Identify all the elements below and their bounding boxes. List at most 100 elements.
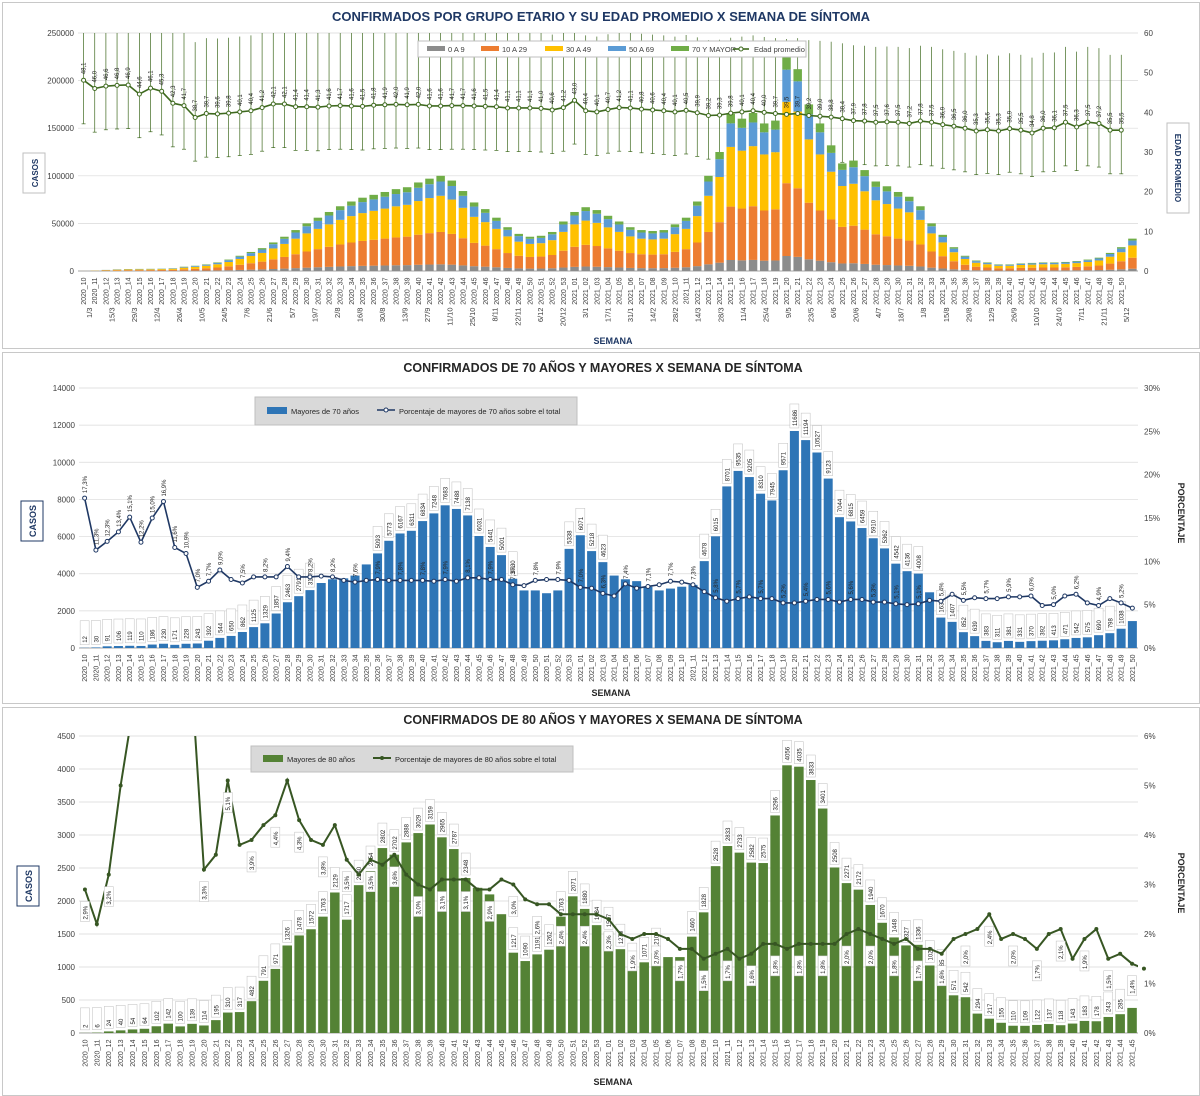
value-label: 6071 [579,516,585,530]
avg-age-point [304,104,310,110]
bar-segment-50-a-69 [983,262,992,265]
bar-80-plus [222,1012,233,1033]
value-label-box [782,740,792,763]
pct-70-plus-point [1129,605,1135,611]
pct-80-plus-point [856,927,861,932]
bar-segment-10-a-29 [1117,261,1126,270]
x-tick-label: 2021_40 [1070,1039,1077,1066]
bar-segment-50-a-69 [815,132,825,155]
bar-segment-30-a-49 [614,231,624,251]
bar-segment-50-a-69 [525,238,535,244]
legend-box [254,396,578,426]
pct-label-box [413,896,423,917]
bar-segment-30-a-49 [380,208,390,239]
bar-segment-30-a-49 [302,233,311,252]
avg-age-label: 41,9 [405,86,411,98]
x-tick-label: 2020_12 [106,1039,113,1066]
value-label-box [226,608,236,634]
x-tick-label: 2020_39 [409,654,416,681]
bar-segment-70-y-mayor [547,231,557,235]
bar-segment-0-a-9 [369,265,378,271]
bar-segment-10-a-29 [358,240,367,266]
pct-70-plus-point [206,578,212,584]
value-label: 3401 [821,790,827,804]
bar-70-plus [880,548,890,648]
value-label-box [80,1007,90,1031]
pct-label: 1,4% [1131,979,1137,993]
x-tick-label: 2020_21 [204,277,211,304]
y2-tick-label: 6% [1144,732,1156,741]
pct-80-plus-line [84,736,1138,968]
avg-age-label: 35,5 [1119,112,1125,124]
bar-segment-30-a-49 [369,210,378,240]
x-tick-label: 2021_41 [1018,277,1025,304]
value-label-box [770,790,780,813]
y-axis-title-box [16,865,40,907]
pct-70-plus-point [915,601,921,607]
x-tick-label: 2020_49 [522,654,529,681]
x-date-label: 28/2 [671,308,680,323]
avg-age-point [270,101,276,107]
avg-age-label: 41,2 [617,89,623,101]
value-label-box [330,867,340,890]
avg-age-point [438,103,444,109]
pct-label: 2,1% [1059,945,1065,959]
value-label-box [544,924,554,947]
bar-segment-50-a-69 [938,236,947,243]
avg-age-label: 41,5 [361,88,367,100]
bar-segment-0-a-9 [826,262,836,271]
bar-segment-30-a-49 [815,154,825,211]
bar-80-plus [508,952,519,1033]
value-label: 122 [1035,1009,1041,1020]
value-label-box [829,842,840,865]
x-date-label: 11/10 [446,308,455,326]
pct-label: 1,7% [1035,965,1041,979]
bar-70-plus [699,561,709,648]
bar-segment-70-y-mayor [570,211,579,216]
y2-tick-label: 15% [1144,514,1160,523]
pct-label: 2,0% [1012,950,1018,964]
bar-segment-10-a-29 [280,256,289,269]
bar-segment-0-a-9 [536,268,546,271]
pct-label-box [960,945,971,967]
bar-segment-10-a-29 [815,210,825,261]
bar-segment-30-a-49 [257,252,267,262]
avg-age-point [929,119,935,125]
bar-80-plus [460,878,471,1033]
pct-80-plus-point [999,936,1004,941]
x-tick-label: 2020_41 [431,654,438,681]
x-date-label: 9/5 [784,308,793,318]
y-tick-label: 1000 [57,963,75,972]
bar-segment-30-a-49 [335,219,345,245]
pct-70-plus-point [814,596,820,602]
bar-segment-50-a-69 [1117,248,1126,253]
value-label: 1071 [643,943,649,957]
pct-80-plus-point [332,823,337,828]
x-tick-label: 2021_35 [1011,1039,1018,1066]
value-label: 2071 [571,877,577,891]
x-tick-label: 2020_34 [353,654,360,681]
legend-marker [380,756,384,760]
x-tick-label: 2021_34 [940,277,947,304]
value-label-box [425,799,435,822]
x-date-label: 11/4 [739,308,748,322]
x-tick-label: 2020_41 [427,277,434,304]
pct-80-plus-point [1046,932,1051,936]
bar-segment-30-a-49 [481,222,490,246]
pct-80-plus-point [225,778,230,783]
bar-segment-10-a-29 [123,270,133,271]
bar-70-plus [249,627,259,648]
bar-segment-70-y-mayor [938,234,947,237]
x-tick-label: 2021_47 [1096,654,1103,681]
pct-70-plus-point [611,593,617,599]
bar-80-plus [591,925,602,1033]
x-tick-label: 2021_02 [589,654,596,681]
x-tick-label: 2021_38 [1046,1039,1053,1066]
bar-segment-30-a-49 [1016,264,1026,268]
pct-70-plus-point [600,590,606,596]
value-label: 1880 [583,890,589,904]
bar-segment-30-a-49 [771,152,780,210]
pct-80-plus-point [880,936,885,941]
value-label-box [92,1007,102,1030]
bar-segment-0-a-9 [436,264,445,271]
